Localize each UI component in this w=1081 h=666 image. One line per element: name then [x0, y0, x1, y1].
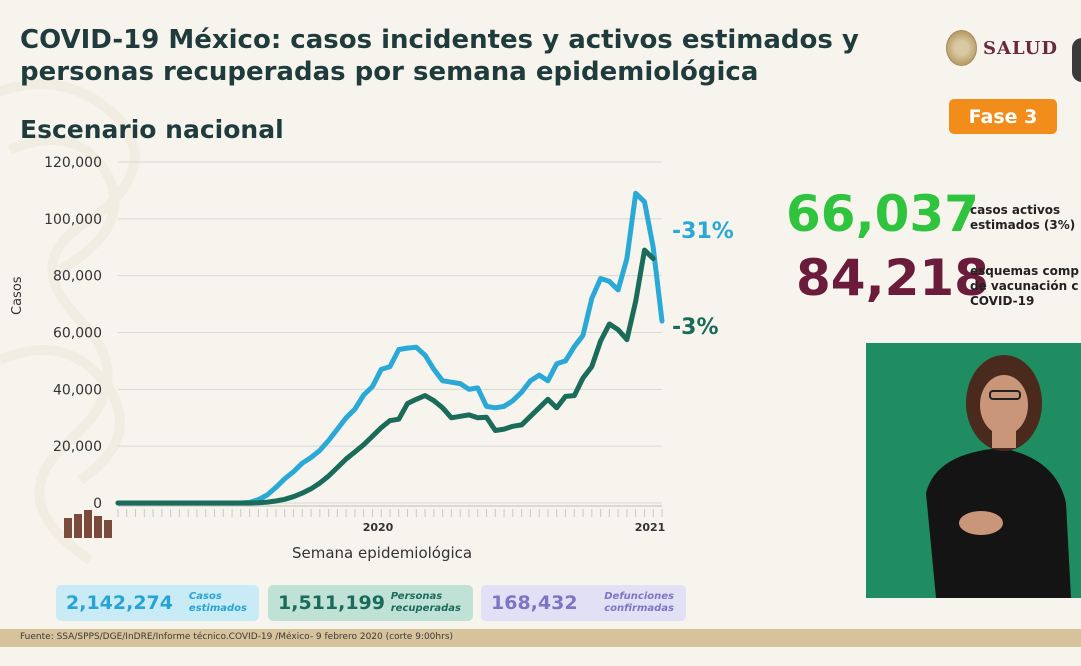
partner-logo: [1072, 38, 1081, 82]
deaths-label-line-1: Defunciones: [604, 591, 674, 602]
series-line-estimated: [115, 190, 665, 506]
y-tick-label: 60,000: [53, 326, 102, 342]
estimated-cases-label: Casos estimados: [189, 591, 247, 615]
recovered-change-percent: -3%: [672, 315, 719, 340]
vaccine-label-line-1: esquemas comp: [970, 264, 1079, 278]
x-year-label: 2021: [635, 521, 666, 534]
active-cases-label: casos activos estimados (3%): [970, 203, 1080, 233]
section-subtitle: Escenario nacional: [20, 115, 284, 144]
active-label-line-2: estimados (3%): [970, 218, 1076, 232]
interpreter-figure: [866, 343, 1081, 598]
estimated-change-percent: -31%: [672, 219, 734, 244]
recovered-label: Personas recuperadas: [391, 591, 461, 615]
y-tick-label: 80,000: [53, 269, 102, 285]
recovered-label-line-2: recuperadas: [390, 603, 461, 614]
x-axis-label: Semana epidemiológica: [292, 544, 473, 562]
estimated-cases-label-line-2: estimados: [188, 603, 247, 614]
footer-bar: [0, 629, 1081, 647]
vaccine-schemes-label: esquemas comp de vacunación c COVID-19: [970, 264, 1081, 309]
recovered-label-line-1: Personas: [390, 591, 443, 602]
page-title: COVID-19 México: casos incidentes y acti…: [20, 24, 900, 88]
deaths-label-line-2: confirmadas: [604, 603, 674, 614]
vaccine-label-line-2: de vacunación c: [970, 279, 1079, 293]
y-tick-label: 20,000: [53, 439, 102, 455]
active-label-line-1: casos activos: [970, 203, 1061, 217]
deaths-label: Defunciones confirmadas: [604, 591, 674, 615]
estimated-cases-label-line-1: Casos: [188, 591, 222, 602]
watermark-pattern: [0, 79, 140, 565]
title-line-2: personas recuperadas por semana epidemio…: [20, 57, 759, 87]
recovered-value: 1,511,199: [278, 592, 385, 614]
y-tick-label: 0: [93, 496, 102, 512]
footer-source: Fuente: SSA/SPPS/DGE/InDRE/Informe técni…: [20, 632, 454, 642]
estimated-cases-value: 2,142,274: [66, 592, 173, 614]
recovered-box: 1,511,199 Personas recuperadas: [268, 585, 473, 621]
heritage-figures-icon: [64, 510, 112, 538]
bottom-strip: [0, 647, 1081, 666]
active-cases-value: 66,037: [786, 185, 979, 243]
deaths-value: 168,432: [491, 592, 578, 614]
series-line-recovered: [115, 247, 656, 506]
y-tick-label: 100,000: [44, 212, 102, 228]
salud-logo: SALUD: [946, 28, 1058, 68]
salud-brand-text: SALUD: [983, 37, 1058, 59]
y-tick-label: 40,000: [53, 382, 102, 398]
vaccine-label-line-3: COVID-19: [970, 294, 1035, 308]
y-tick-label: 120,000: [44, 155, 102, 171]
interpreter-video: [866, 343, 1081, 598]
phase-badge: Fase 3: [949, 99, 1057, 134]
title-line-1: COVID-19 México: casos incidentes y acti…: [20, 25, 859, 55]
vaccine-schemes-value: 84,218: [796, 249, 989, 307]
estimated-cases-box: 2,142,274 Casos estimados: [56, 585, 259, 621]
x-year-label: 2020: [363, 521, 394, 534]
deaths-box: 168,432 Defunciones confirmadas: [481, 585, 686, 621]
salud-seal-icon: [946, 30, 978, 66]
